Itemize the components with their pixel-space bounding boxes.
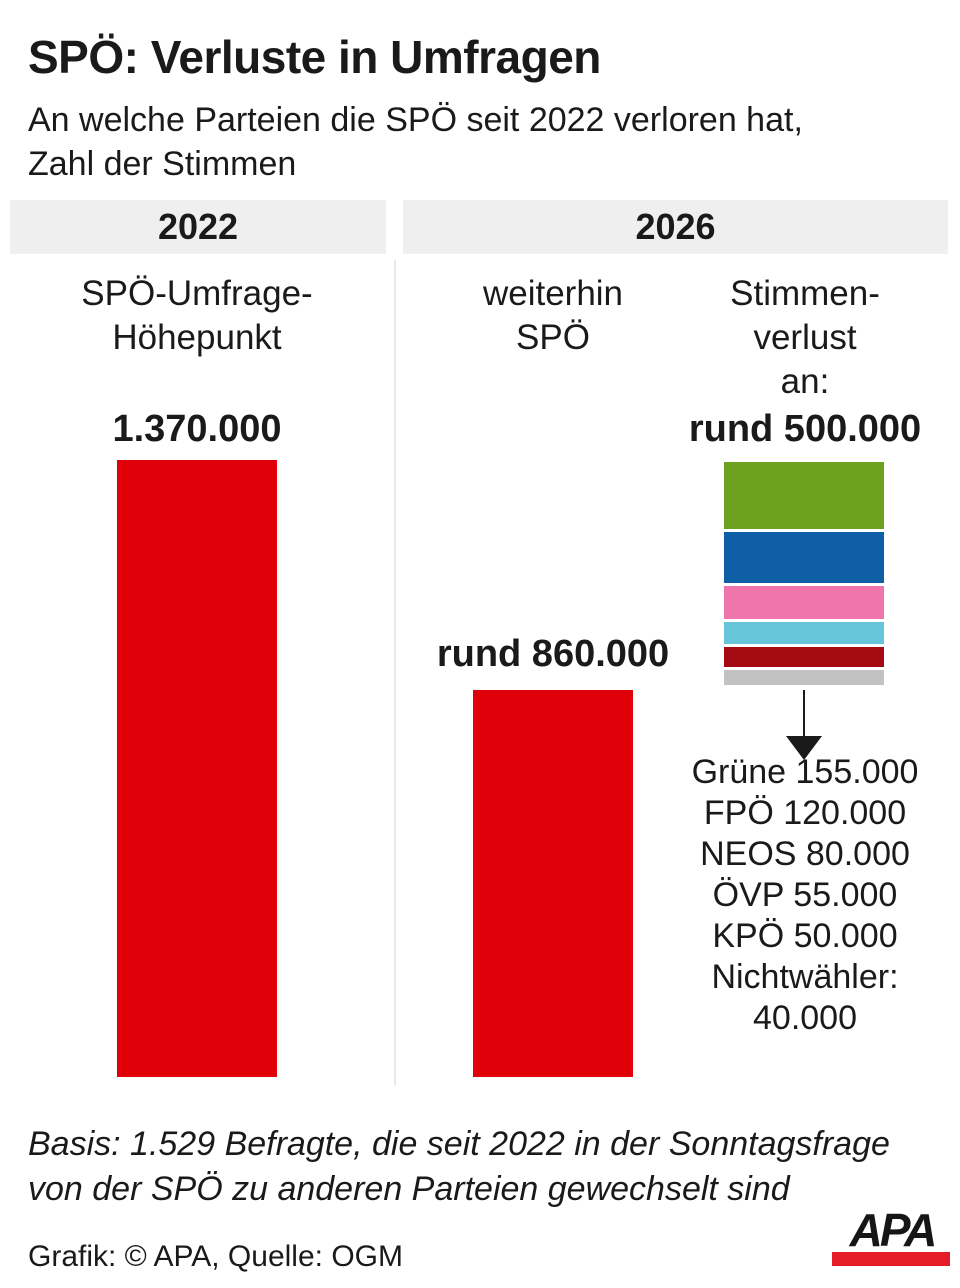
down-arrow-icon [786,736,822,760]
header-2026: 2026 [403,200,948,254]
loss-stack [724,462,884,685]
bar-label-2022: 1.370.000 [112,408,282,450]
stack-segment-neos [724,586,884,619]
subtitle-line-2: Zahl der Stimmen [28,145,297,183]
col-label-stimmenverlust-line-3: an: [780,362,830,401]
subtitle: An welche Parteien die SPÖ seit 2022 ver… [28,98,803,186]
stack-label-total-loss: rund 500.000 [688,408,922,450]
footer-basis-line-1: Basis: 1.529 Befragte, die seit 2022 in … [28,1125,890,1163]
col-label-2022-line-1: SPÖ-Umfrage- [81,274,313,313]
footer-basis-note: Basis: 1.529 Befragte, die seit 2022 in … [28,1122,890,1212]
apa-logo-bar [832,1252,950,1266]
apa-logo: APA [832,1204,952,1266]
bar-label-2026-spo: rund 860.000 [436,633,670,675]
stack-segment-fp [724,532,884,583]
stack-segment-vp [724,622,884,644]
breakdown-line-nichtwaehler-value: 40.000 [753,999,857,1037]
col-label-weiterhin-line-2: SPÖ [516,318,590,357]
column-divider [394,260,396,1085]
footer-credit: Grafik: © APA, Quelle: OGM [28,1240,403,1273]
col-label-stimmenverlust: Stimmen- verlust an: [685,272,925,404]
breakdown-line-nichtwaehler: Nichtwähler: [711,958,899,996]
col-label-2022-line-2: Höhepunkt [112,318,282,357]
col-label-stimmenverlust-line-1: Stimmen- [730,274,880,313]
col-label-stimmenverlust-line-2: verlust [753,318,857,357]
breakdown-line-kpoe: KPÖ 50.000 [712,917,898,955]
apa-logo-text: APA [849,1204,938,1256]
subtitle-line-1: An welche Parteien die SPÖ seit 2022 ver… [28,101,803,139]
col-label-weiterhin-spo: weiterhin SPÖ [433,272,673,360]
bar-2026-spo [473,690,633,1077]
bar-2022 [117,460,277,1077]
col-label-2022-peak: SPÖ-Umfrage- Höhepunkt [37,272,357,360]
page-title: SPÖ: Verluste in Umfragen [28,31,601,83]
stack-segment-grne [724,462,884,529]
breakdown-line-neos: NEOS 80.000 [700,835,910,873]
breakdown-line-oevp: ÖVP 55.000 [712,876,898,914]
down-arrow-line [803,690,805,736]
footer-basis-line-2: von der SPÖ zu anderen Parteien gewechse… [28,1170,790,1208]
loss-breakdown-list: Grüne 155.000 FPÖ 120.000 NEOS 80.000 ÖV… [640,752,960,1039]
col-label-weiterhin-line-1: weiterhin [482,274,624,313]
header-2022: 2022 [10,200,386,254]
breakdown-line-gruene: Grüne 155.000 [691,753,919,791]
breakdown-line-fpoe: FPÖ 120.000 [703,794,907,832]
stack-segment-kp [724,647,884,667]
stack-segment-nichtwhler [724,670,884,685]
